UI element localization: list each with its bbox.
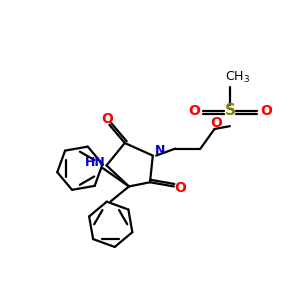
Text: O: O bbox=[188, 104, 200, 118]
Text: O: O bbox=[174, 181, 186, 195]
Text: CH$_3$: CH$_3$ bbox=[225, 70, 250, 86]
Text: HN: HN bbox=[84, 156, 105, 169]
Text: N: N bbox=[154, 144, 165, 157]
Text: S: S bbox=[224, 103, 236, 118]
Text: O: O bbox=[210, 116, 222, 130]
Text: O: O bbox=[260, 104, 272, 118]
Text: O: O bbox=[101, 112, 113, 126]
